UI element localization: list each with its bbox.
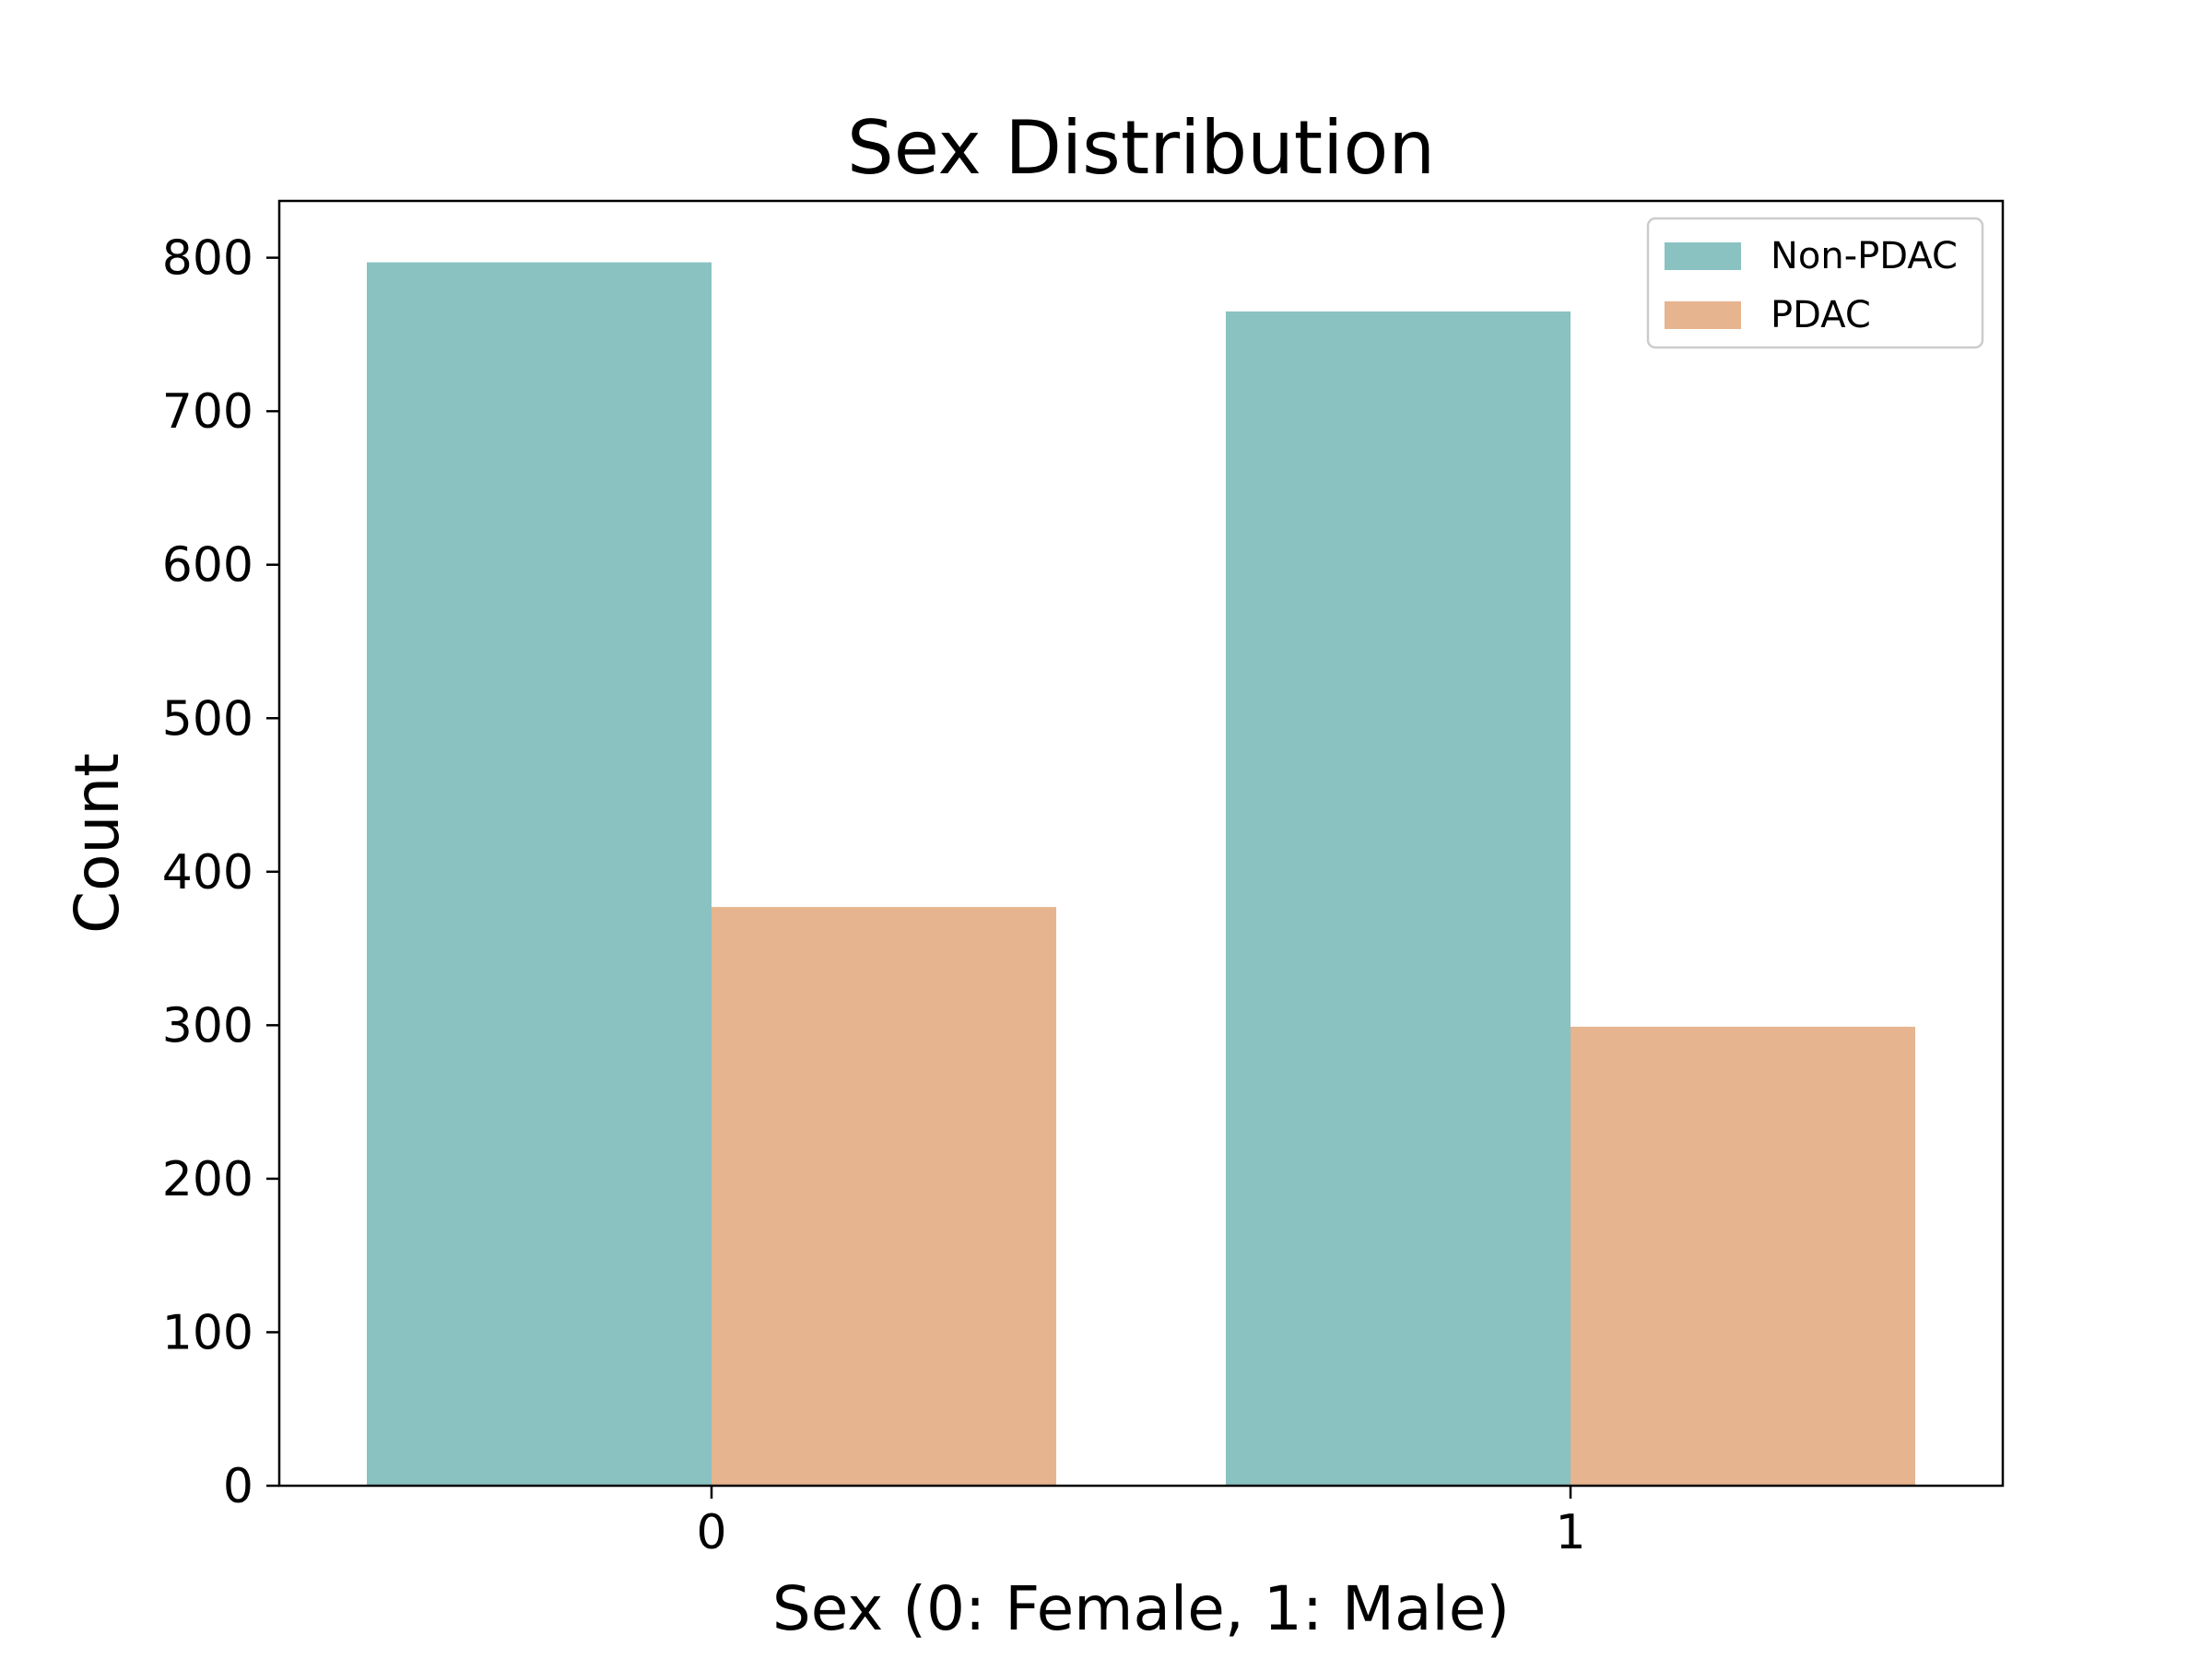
legend-swatch-non-pdac xyxy=(1665,242,1741,270)
y-tick-label: 100 xyxy=(162,1305,253,1360)
y-axis-label: Count xyxy=(62,753,133,934)
chart-title: Sex Distribution xyxy=(847,105,1435,191)
bars-group xyxy=(367,262,1915,1487)
y-tick-label: 800 xyxy=(162,231,253,287)
legend-label-pdac: PDAC xyxy=(1771,294,1871,336)
y-axis: 0 100 200 300 400 500 600 700 800 xyxy=(162,231,279,1514)
bar-pdac-0 xyxy=(712,907,1056,1486)
x-tick-label: 1 xyxy=(1555,1505,1585,1560)
x-axis-label: Sex (0: Female, 1: Male) xyxy=(772,1573,1510,1644)
y-tick-label: 600 xyxy=(162,538,253,594)
y-tick-label: 400 xyxy=(162,845,253,900)
bar-non-pdac-0 xyxy=(367,262,712,1486)
x-tick-label: 0 xyxy=(696,1505,726,1560)
y-tick-label: 500 xyxy=(162,691,253,747)
bar-non-pdac-1 xyxy=(1226,311,1571,1487)
y-tick-label: 300 xyxy=(162,998,253,1053)
legend: Non-PDAC PDAC xyxy=(1646,217,1984,349)
bar-pdac-1 xyxy=(1571,1027,1915,1486)
legend-swatch-pdac xyxy=(1665,301,1741,329)
plot-frame xyxy=(277,199,2005,1488)
legend-label-non-pdac: Non-PDAC xyxy=(1771,235,1958,277)
y-tick-label: 700 xyxy=(162,384,253,440)
y-tick-label: 0 xyxy=(223,1459,253,1514)
y-tick-label: 200 xyxy=(162,1152,253,1207)
